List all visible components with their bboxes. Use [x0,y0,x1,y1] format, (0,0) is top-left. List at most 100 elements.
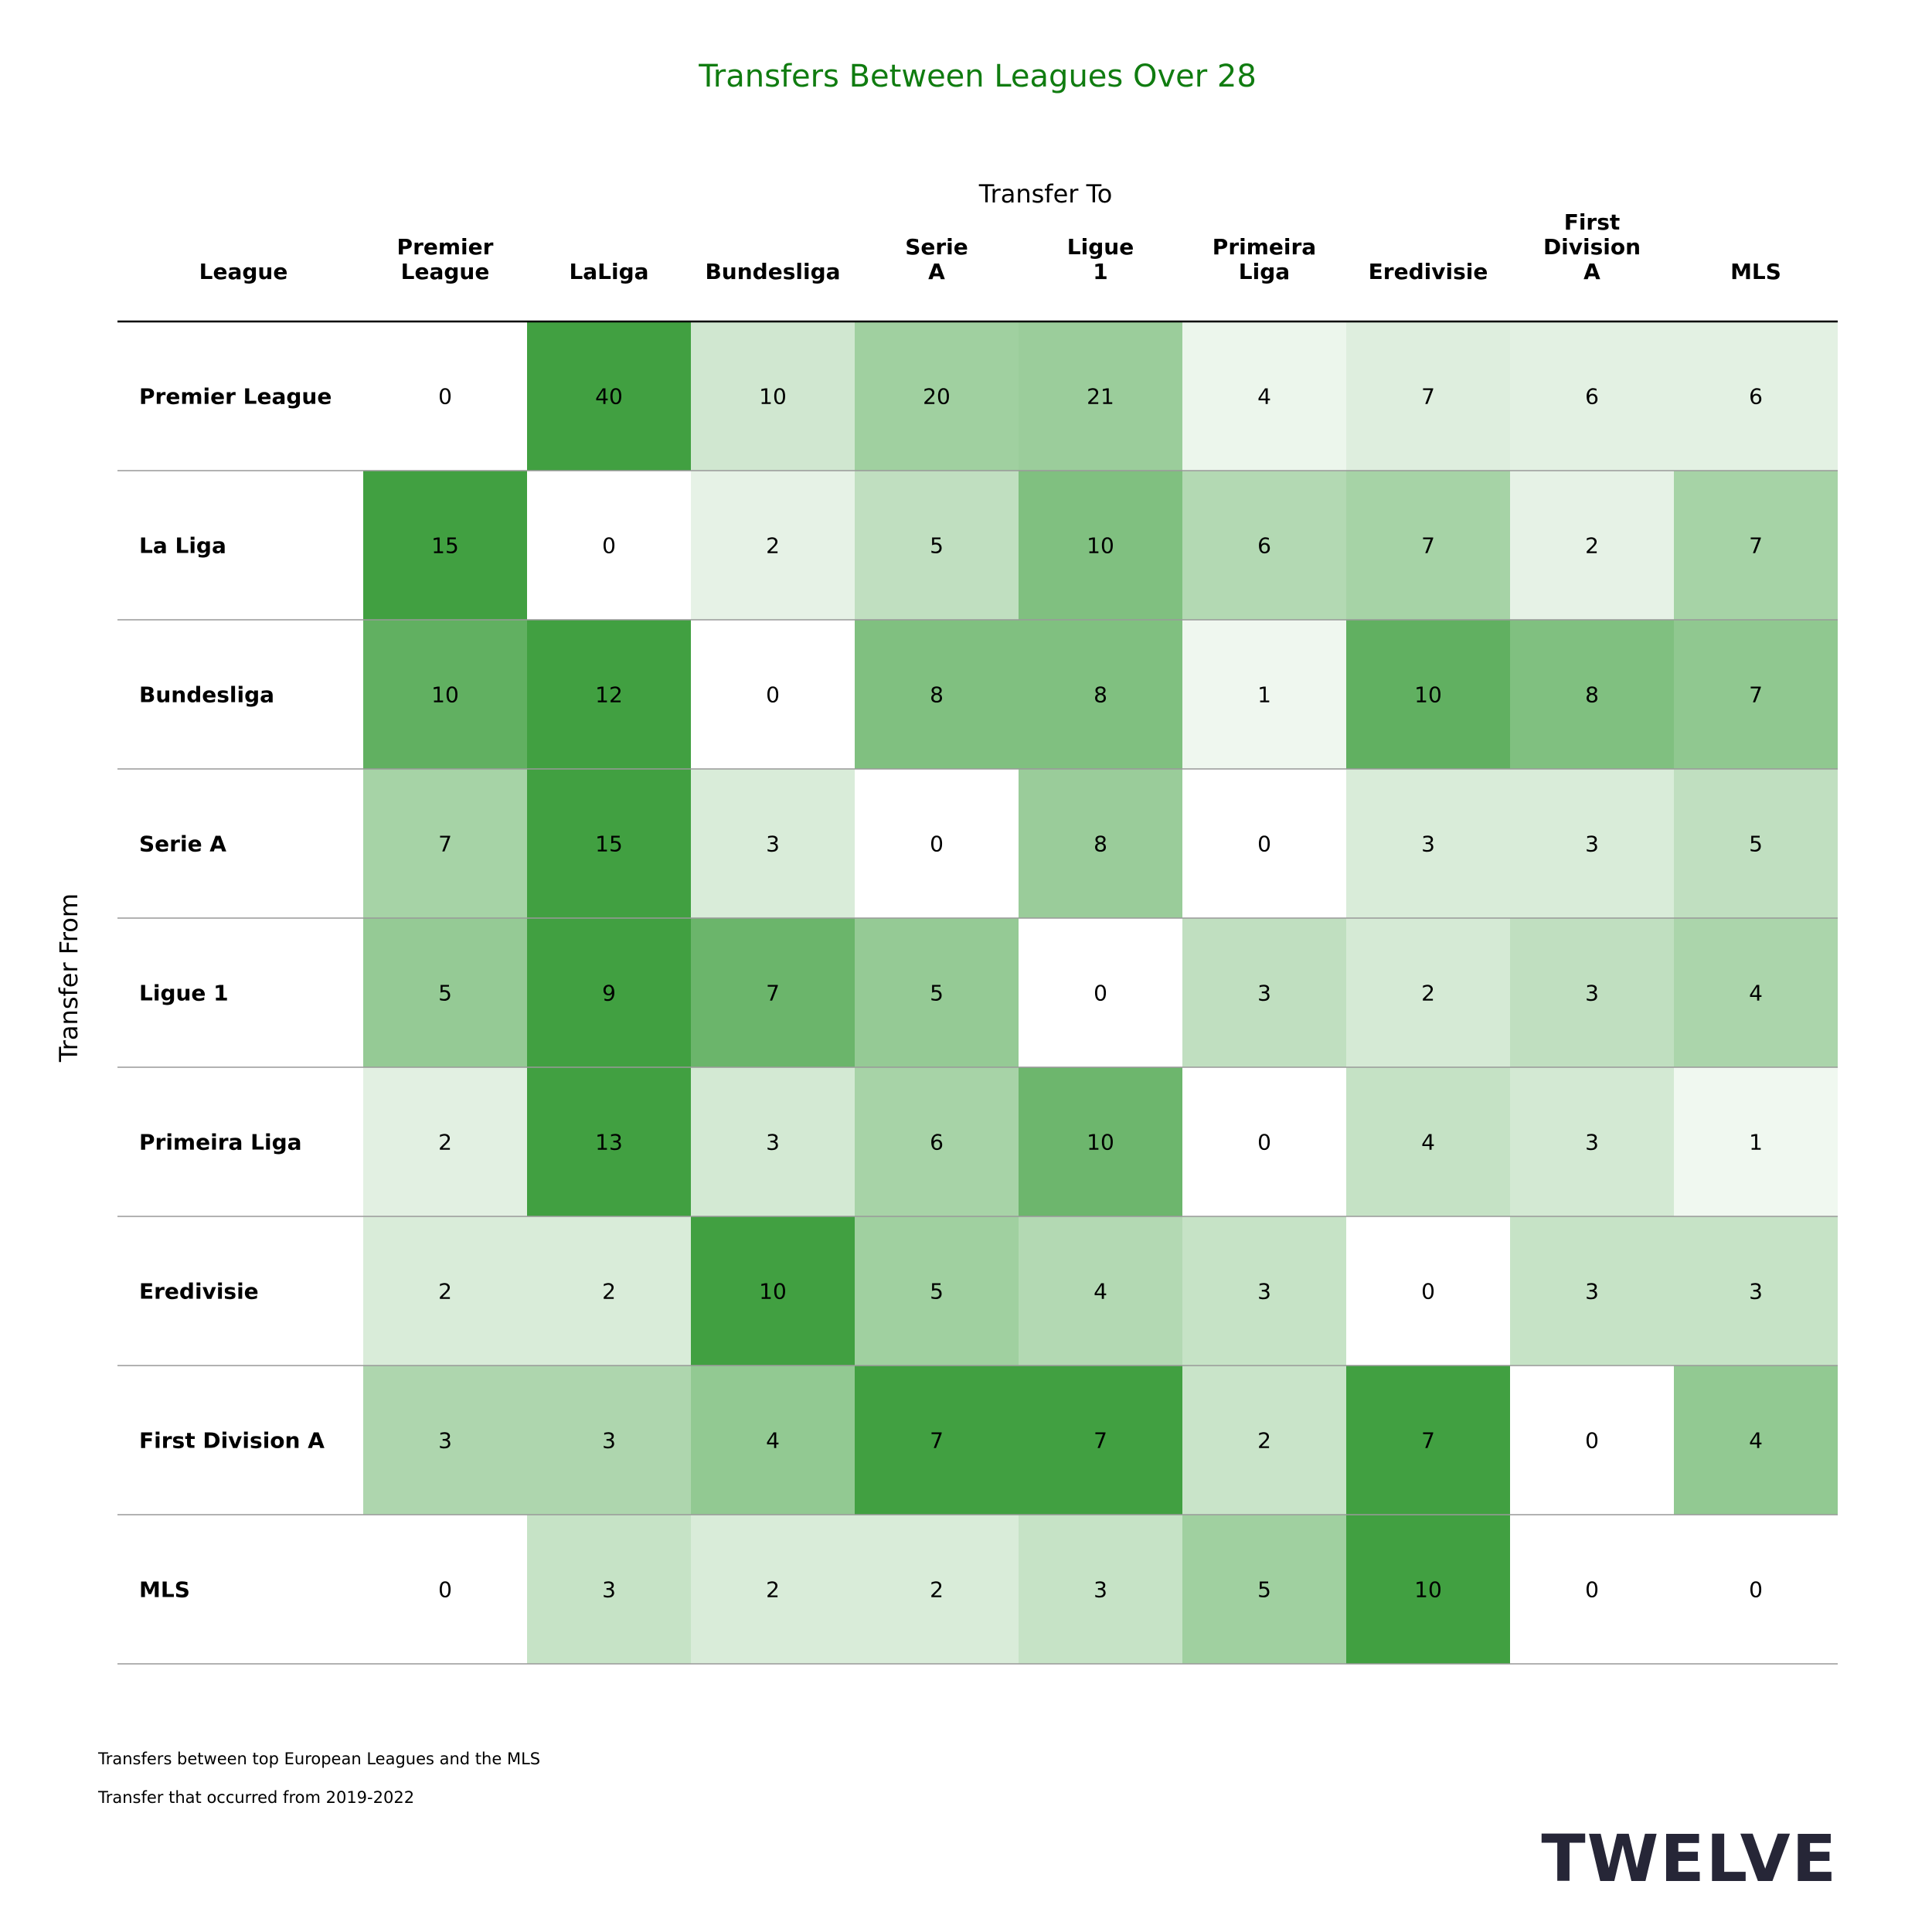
cell-value-label: 3 [1749,1279,1763,1304]
cell-value-label: 10 [431,682,459,708]
column-header-first-division-a: First Division A [1543,209,1641,284]
heatmap-cell [855,769,1019,918]
heatmap-cell [691,769,855,918]
heatmap-cell [1510,1216,1674,1366]
heatmap-cell [1182,620,1346,769]
cell-value-label: 3 [602,1428,616,1454]
cell-value-label: 4 [1749,1428,1763,1454]
heatmap-cell [1182,1216,1346,1366]
cell-value-label: 0 [1257,832,1271,857]
cell-value-label: 8 [930,682,944,708]
heatmap-cell [1674,769,1838,918]
heatmap-cell [1510,620,1674,769]
heatmap-cell [1346,1515,1510,1664]
heatmap-cell [691,471,855,620]
heatmap-cell [363,918,527,1067]
cell-value-label: 5 [1257,1577,1271,1603]
heatmap-cell [1510,769,1674,918]
heatmap-cell [855,1515,1019,1664]
row-header-mls: MLS [139,1577,190,1603]
heatmap-cell [1510,1515,1674,1664]
cell-value-label: 7 [438,832,452,857]
row-header-la-liga: La Liga [139,533,226,559]
cell-value-label: 3 [1257,981,1271,1006]
row-header-premier-league: Premier League [139,384,332,410]
heatmap-cell [1510,918,1674,1067]
cell-value-label: 10 [1087,533,1114,559]
heatmap-cell [1346,620,1510,769]
cell-value-label: 3 [1585,1279,1599,1304]
cell-value-label: 13 [595,1130,623,1155]
cell-value-label: 3 [438,1428,452,1454]
heatmap-cell [1019,1216,1182,1366]
cell-value-label: 10 [1414,682,1442,708]
heatmap-cell [527,1366,691,1515]
cell-value-label: 3 [1094,1577,1107,1603]
cell-value-label: 0 [1749,1577,1763,1603]
heatmap-cell [1019,620,1182,769]
heatmap-cell [1346,1067,1510,1216]
heatmap-cell [527,321,691,471]
row-axis-title: Transfer From [54,893,83,1063]
heatmap-cell [691,620,855,769]
cell-value-label: 7 [1421,533,1435,559]
heatmap-cell [1182,1515,1346,1664]
heatmap-cell [855,1366,1019,1515]
cell-value-label: 7 [1749,682,1763,708]
cell-value-label: 1 [1749,1130,1763,1155]
cell-value-label: 8 [1094,682,1107,708]
heatmap-cell [1182,769,1346,918]
cell-value-label: 2 [438,1279,452,1304]
cell-value-label: 4 [1421,1130,1435,1155]
heatmap-cell [1182,321,1346,471]
footnote-source: Transfers between top European Leagues a… [97,1750,540,1768]
cell-value-label: 10 [1087,1130,1114,1155]
cell-value-label: 0 [1585,1577,1599,1603]
heatmap-cell [527,1067,691,1216]
footnote-period: Transfer that occurred from 2019-2022 [97,1788,414,1807]
cell-value-label: 3 [766,1130,780,1155]
cell-value-label: 0 [930,832,944,857]
heatmap-cell [527,471,691,620]
cell-value-label: 7 [1749,533,1763,559]
cell-value-label: 2 [602,1279,616,1304]
cell-value-label: 15 [595,832,623,857]
heatmap-cell [1510,1366,1674,1515]
heatmap-cell [1510,1067,1674,1216]
row-header-bundesliga: Bundesliga [139,682,274,708]
heatmap-cell [527,1515,691,1664]
column-header-primeira-liga: Primeira Liga [1213,234,1316,284]
heatmap-cell [855,321,1019,471]
heatmap-cell [363,769,527,918]
heatmap-cell [363,471,527,620]
cell-value-label: 2 [766,533,780,559]
column-header-mls: MLS [1730,259,1781,284]
heatmap-cell [527,620,691,769]
cell-value-label: 10 [1414,1577,1442,1603]
twelve-logo-text: TWELVE [1541,1821,1838,1896]
cell-value-label: 40 [595,384,623,410]
heatmap-cell [1674,1067,1838,1216]
cell-value-label: 2 [1257,1428,1271,1454]
cell-value-label: 3 [1421,832,1435,857]
cell-value-label: 2 [1421,981,1435,1006]
heatmap-cell [363,1366,527,1515]
cell-value-label: 3 [1585,981,1599,1006]
heatmap-cell [855,1067,1019,1216]
heatmap-cell [1182,471,1346,620]
cell-value-label: 2 [1585,533,1599,559]
heatmap-cell [1346,471,1510,620]
heatmap-cell [855,1216,1019,1366]
cell-value-label: 15 [431,533,459,559]
cell-value-label: 7 [1421,1428,1435,1454]
cell-value-label: 7 [766,981,780,1006]
cell-value-label: 2 [766,1577,780,1603]
column-header-laliga: LaLiga [569,259,648,284]
heatmap-cell [1346,321,1510,471]
heatmap-cell [691,1366,855,1515]
cell-value-label: 0 [1421,1279,1435,1304]
heatmap-cell [363,1216,527,1366]
heatmap-cell [1182,918,1346,1067]
column-header-eredivisie: Eredivisie [1369,259,1488,284]
